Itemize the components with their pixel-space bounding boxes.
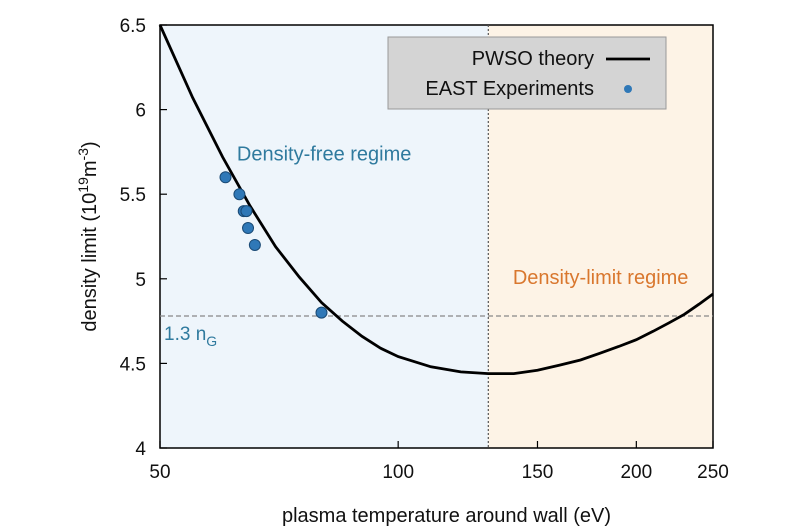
legend-label-east-experiments: EAST Experiments bbox=[425, 78, 594, 100]
legend: PWSO theory EAST Experiments bbox=[387, 36, 667, 110]
y-label-exponent: 19 bbox=[75, 177, 91, 193]
y-tick-label: 4.5 bbox=[120, 354, 146, 375]
y-axis-ticks: 4 4.5 5 5.5 6 6.5 bbox=[120, 16, 167, 460]
reference-label-main: 1.3 n bbox=[164, 324, 206, 345]
y-axis-label: density limit (1019m-3) bbox=[75, 141, 101, 331]
east-experiment-point bbox=[233, 188, 246, 201]
east-experiment-point bbox=[242, 222, 255, 235]
density-limit-regime-label: Density-limit regime bbox=[513, 267, 689, 289]
x-tick-label: 50 bbox=[149, 462, 170, 483]
y-tick-label: 4 bbox=[135, 439, 146, 460]
east-experiment-point bbox=[219, 171, 232, 184]
reference-line-label: 1.3 nG bbox=[164, 324, 217, 349]
east-experiment-points bbox=[219, 171, 328, 319]
x-tick-label: 250 bbox=[697, 462, 729, 483]
reference-label-subscript: G bbox=[206, 333, 217, 349]
y-tick-label: 6.5 bbox=[120, 16, 146, 37]
plot-frame bbox=[159, 24, 714, 449]
y-tick-label: 6 bbox=[135, 101, 146, 122]
density-free-regime-label: Density-free regime bbox=[237, 143, 412, 165]
y-label-unit-exponent: -3 bbox=[75, 148, 91, 161]
east-experiment-point bbox=[240, 205, 253, 218]
east-experiment-point bbox=[248, 238, 261, 251]
x-axis-ticks: 50 100 150 200 250 bbox=[149, 441, 729, 483]
legend-box bbox=[387, 36, 667, 110]
legend-swatch-dot bbox=[624, 85, 632, 93]
east-experiment-point bbox=[315, 306, 328, 319]
x-axis-label: plasma temperature around wall (eV) bbox=[282, 505, 611, 527]
y-tick-label: 5.5 bbox=[120, 185, 146, 206]
x-tick-label: 150 bbox=[522, 462, 554, 483]
y-label-main: density limit (10 bbox=[79, 193, 101, 332]
x-tick-label: 200 bbox=[620, 462, 652, 483]
y-label-close: ) bbox=[79, 141, 101, 148]
y-label-unit: m bbox=[79, 160, 101, 177]
y-tick-label: 5 bbox=[135, 270, 146, 291]
x-tick-label: 100 bbox=[382, 462, 414, 483]
legend-label-pwso-theory: PWSO theory bbox=[472, 48, 594, 70]
pwso-theory-curve bbox=[158, 24, 714, 375]
